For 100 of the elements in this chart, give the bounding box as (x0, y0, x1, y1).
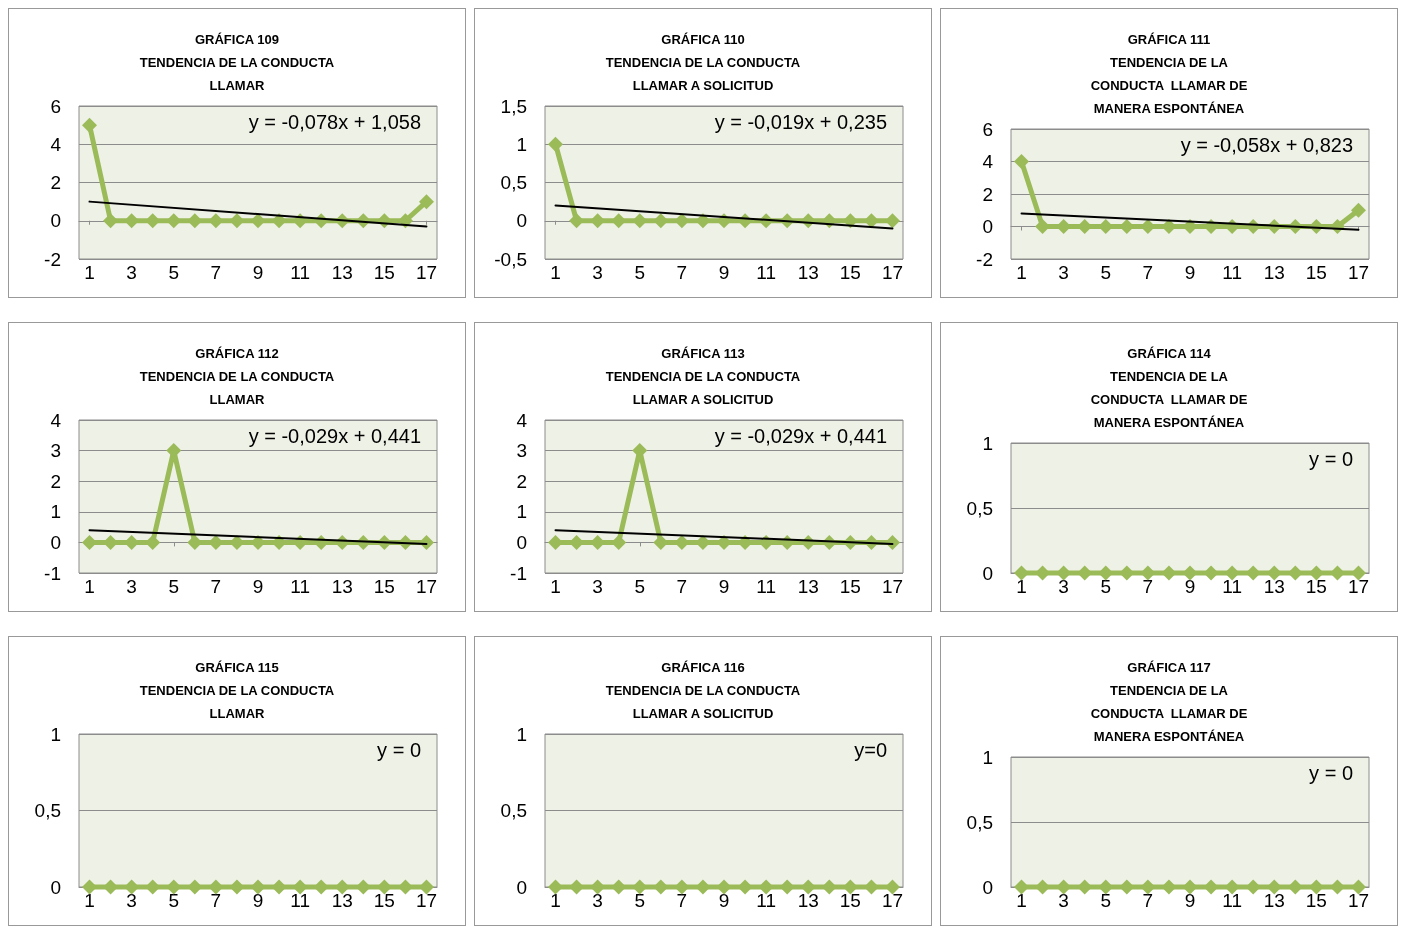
chart-title: GRÁFICA 115 TENDENCIA DE LA CONDUCTA LLAMAR (139, 660, 335, 721)
x-tick-label: 9 (718, 262, 730, 283)
x-tick-label: 17 (1347, 576, 1370, 597)
y-tick-label: 1 (516, 133, 527, 155)
point (1350, 202, 1366, 218)
x-tick-label: 11 (290, 262, 310, 283)
y-tick-label: 2 (982, 183, 993, 205)
chart-title: GRÁFICA 110 TENDENCIA DE LA CONDUCTA LLAMAR A SOLICITUD (605, 32, 801, 93)
x-tick-label: 3 (1058, 890, 1069, 911)
x-tick-label: 13 (331, 576, 353, 597)
x-tick-label: 13 (1263, 576, 1285, 597)
point (271, 213, 287, 229)
y-tick-label: 1 (50, 723, 61, 745)
annotation: y = -0,058x + 0,823 (1180, 134, 1353, 156)
x-tick-label: 15 (373, 262, 395, 283)
x-tick-label: 9 (252, 262, 264, 283)
y-tick-label: 0 (516, 210, 527, 232)
y-tick-label: 1 (982, 432, 993, 454)
x-tick-label: 13 (331, 890, 353, 911)
annotation: y=0 (854, 739, 888, 761)
y-tick-label: 4 (50, 409, 62, 431)
x-tick-label: 5 (1100, 262, 1112, 283)
x-tick-label: 15 (1305, 890, 1327, 911)
x-tick-label: 17 (415, 262, 438, 283)
y-tick-label: -1 (44, 562, 61, 584)
x-tick-label: 11 (1222, 890, 1242, 911)
x-tick-label: 15 (1305, 262, 1327, 283)
x-tick-label: 9 (1184, 576, 1196, 597)
x-tick-label: 15 (373, 890, 395, 911)
y-tick-label: 3 (516, 440, 527, 462)
x-tick-label: 11 (290, 890, 310, 911)
x-tick-label: 17 (415, 890, 438, 911)
x-tick-label: 13 (797, 890, 819, 911)
x-tick-label: 11 (756, 262, 776, 283)
x-tick-label: 15 (373, 576, 395, 597)
y-tick-label: 1,5 (500, 95, 527, 117)
x-tick-label: 3 (592, 576, 603, 597)
point (82, 117, 98, 133)
y-tick-label: 3 (50, 440, 61, 462)
x-tick-label: 17 (415, 576, 438, 597)
x-tick-label: 17 (1347, 262, 1370, 283)
x-tick-label: 13 (1263, 262, 1285, 283)
x-tick-label: 7 (676, 262, 688, 283)
x-tick-label: 15 (839, 890, 861, 911)
y-tick-label: 0 (50, 210, 61, 232)
y-tick-label: -2 (44, 248, 61, 270)
y-tick-label: 0 (516, 531, 527, 553)
x-tick-label: 11 (756, 576, 776, 597)
point (250, 213, 266, 229)
annotation: y = 0 (377, 739, 422, 761)
x-tick-label: 13 (797, 262, 819, 283)
x-tick-label: 1 (550, 262, 561, 283)
x-tick-label: 3 (126, 262, 137, 283)
x-tick-label: 17 (1347, 890, 1370, 911)
y-tick-label: -2 (976, 248, 993, 270)
y-tick-label: 1 (516, 723, 527, 745)
x-tick-label: 7 (676, 890, 688, 911)
x-tick-label: 7 (1142, 890, 1154, 911)
x-tick-label: 5 (168, 576, 180, 597)
y-tick-label: 0,5 (34, 800, 61, 821)
x-tick-label: 9 (718, 890, 730, 911)
chart-title: GRÁFICA 113 TENDENCIA DE LA CONDUCTA LLAMAR A SOLICITUD (605, 346, 801, 407)
x-tick-label: 9 (252, 576, 264, 597)
annotation: y = 0 (1309, 448, 1354, 470)
x-tick-label: 5 (1100, 576, 1112, 597)
chart-title: GRÁFICA 112 TENDENCIA DE LA CONDUCTA LLAMAR (139, 346, 335, 407)
x-tick-label: 1 (1016, 576, 1027, 597)
x-tick-label: 7 (676, 576, 688, 597)
annotation: y = 0 (1309, 762, 1354, 784)
y-tick-label: 4 (50, 133, 62, 155)
x-tick-label: 5 (634, 890, 646, 911)
y-tick-label: 6 (50, 95, 61, 117)
chart-title: GRÁFICA 109 TENDENCIA DE LA CONDUCTA LLAMAR (139, 32, 335, 93)
y-tick-label: 0 (982, 216, 993, 237)
y-tick-label: 0,5 (500, 800, 527, 821)
point (187, 213, 203, 229)
x-tick-label: 7 (1142, 262, 1154, 283)
x-tick-label: 9 (1184, 262, 1196, 283)
x-tick-label: 3 (1058, 262, 1069, 283)
y-tick-label: 2 (50, 470, 61, 492)
x-tick-label: 11 (1222, 262, 1242, 283)
x-tick-label: 7 (210, 890, 222, 911)
x-tick-label: 13 (797, 576, 819, 597)
y-tick-label: 0,5 (966, 811, 993, 833)
point (418, 194, 434, 210)
y-tick-label: 0,5 (966, 497, 993, 519)
y-tick-label: 2 (50, 172, 61, 193)
x-tick-label: 15 (1305, 576, 1327, 597)
x-tick-label: 3 (592, 890, 603, 911)
annotation: y = -0,078x + 1,058 (248, 111, 421, 133)
x-tick-label: 5 (634, 262, 646, 283)
x-tick-label: 3 (126, 576, 137, 597)
x-tick-label: 9 (718, 576, 730, 597)
y-tick-label: 1 (516, 501, 527, 523)
x-tick-label: 17 (881, 262, 904, 283)
x-tick-label: 13 (1263, 890, 1285, 911)
x-tick-label: 7 (1142, 576, 1154, 597)
chart-title: GRÁFICA 117 TENDENCIA DE LA CONDUCTA LLAMAR DE MANERA ESPONTÁNEA (1090, 660, 1248, 744)
y-tick-label: 0 (982, 562, 993, 584)
annotation: y = -0,029x + 0,441 (714, 425, 887, 447)
